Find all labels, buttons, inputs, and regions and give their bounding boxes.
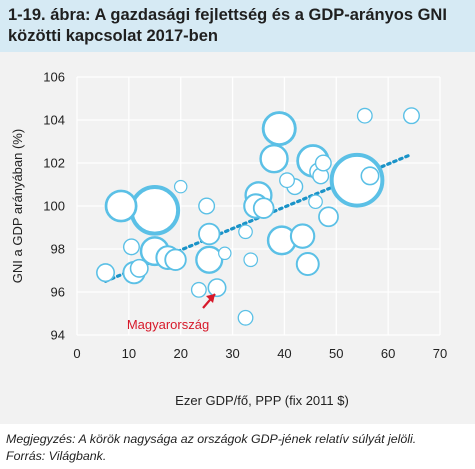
data-bubble — [129, 184, 181, 236]
y-tick-label: 104 — [43, 113, 65, 128]
figure-header: 1-19. ábra: A gazdasági fejlettség és a … — [0, 0, 475, 52]
annotation-label: Magyarország — [127, 317, 209, 332]
data-bubble — [259, 144, 289, 174]
data-bubble — [198, 222, 221, 246]
x-tick-label: 10 — [122, 346, 136, 361]
footnote-note: Megjegyzés: A körök nagysága az országok… — [6, 432, 417, 446]
data-bubble — [279, 172, 295, 189]
figure-title-line-1: 1-19. ábra: A gazdasági fejlettség és a … — [8, 6, 447, 24]
data-bubble — [173, 179, 188, 194]
data-bubble — [402, 107, 420, 125]
data-bubble — [308, 194, 323, 210]
data-bubble — [122, 238, 140, 256]
data-bubble — [360, 166, 380, 186]
data-bubble — [207, 278, 227, 298]
bubbles — [96, 107, 420, 326]
data-bubble — [314, 154, 332, 172]
data-bubble — [318, 206, 339, 228]
footnote-source: Forrás: Világbank. — [6, 449, 107, 463]
data-bubble — [356, 107, 373, 124]
scatter-chart: 94 96 98 100 102 104 106 0 10 20 30 40 50 60 70 Ezer G… — [10, 70, 447, 409]
x-tick-label: 60 — [381, 346, 395, 361]
data-bubble — [164, 248, 187, 271]
data-bubble — [289, 223, 316, 249]
x-tick-label: 30 — [225, 346, 239, 361]
tick-labels: 94 96 98 100 102 104 106 0 10 20 30 40 50 60 70 — [43, 70, 447, 362]
y-tick-label: 100 — [43, 199, 65, 214]
x-tick-label: 70 — [433, 346, 447, 361]
chart-panel — [0, 52, 475, 424]
x-tick-label: 0 — [73, 346, 80, 361]
y-axis-title: GNI a GDP arányában (%) — [10, 129, 25, 283]
data-bubble — [129, 258, 149, 278]
x-tick-label: 20 — [173, 346, 187, 361]
data-bubble — [261, 111, 297, 147]
data-bubble — [195, 245, 224, 274]
data-bubble — [190, 281, 207, 298]
y-tick-label: 106 — [43, 70, 65, 85]
data-bubble — [238, 224, 253, 240]
data-bubble — [218, 246, 232, 261]
x-axis-title: Ezer GDP/fő, PPP (fix 2011 $) — [175, 393, 349, 408]
y-tick-label: 94 — [51, 328, 65, 343]
annotation: Magyarország — [127, 293, 216, 332]
data-bubble — [237, 309, 254, 326]
x-tick-label: 50 — [329, 346, 343, 361]
y-tick-label: 98 — [51, 242, 65, 257]
data-bubble — [96, 263, 116, 283]
figure-title-line-2: közötti kapcsolat 2017-ben — [8, 27, 218, 45]
y-tick-label: 102 — [43, 156, 65, 171]
data-bubble — [198, 197, 216, 215]
data-bubble — [295, 252, 320, 277]
data-bubble — [243, 252, 259, 268]
data-bubble — [252, 197, 275, 219]
y-tick-label: 96 — [51, 285, 65, 300]
annotation-arrow-head — [206, 294, 216, 303]
footnote: Megjegyzés: A körök nagysága az országok… — [6, 431, 471, 465]
data-bubble — [104, 189, 138, 223]
x-tick-label: 40 — [277, 346, 291, 361]
